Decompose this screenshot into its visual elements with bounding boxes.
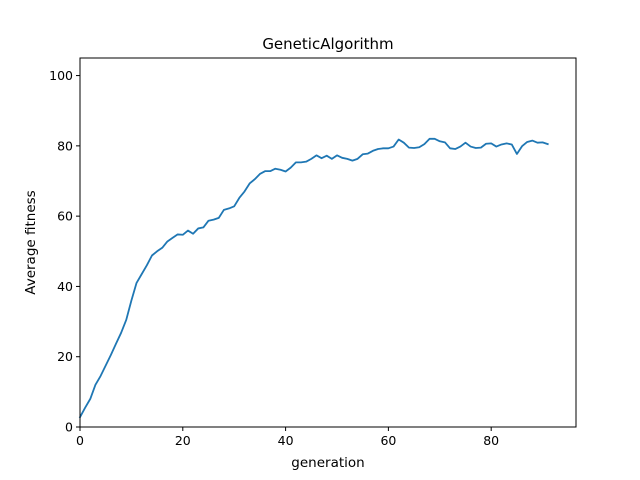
x-tick-label: 20 — [175, 433, 191, 448]
y-axis-ticks: 0 20 40 60 80 100 — [49, 68, 80, 435]
x-tick-label: 40 — [278, 433, 294, 448]
y-tick-label: 60 — [57, 209, 73, 224]
plot-area — [78, 57, 577, 428]
x-tick-label: 80 — [483, 433, 499, 448]
x-axis-label: generation — [291, 455, 364, 471]
y-axis-label: Average fitness — [23, 190, 39, 294]
axes-frame — [79, 57, 577, 428]
y-tick-label: 100 — [49, 68, 73, 83]
series-layer — [78, 137, 549, 419]
y-tick-label: 0 — [65, 420, 73, 435]
y-tick-label: 40 — [57, 279, 73, 294]
y-tick-label: 20 — [57, 349, 73, 364]
x-tick-label: 0 — [76, 433, 84, 448]
x-tick-label: 60 — [380, 433, 396, 448]
x-axis-ticks: 0 20 40 60 80 — [76, 427, 499, 448]
series-line — [78, 137, 549, 419]
chart-title: GeneticAlgorithm — [262, 35, 393, 53]
y-tick-label: 80 — [57, 138, 73, 153]
